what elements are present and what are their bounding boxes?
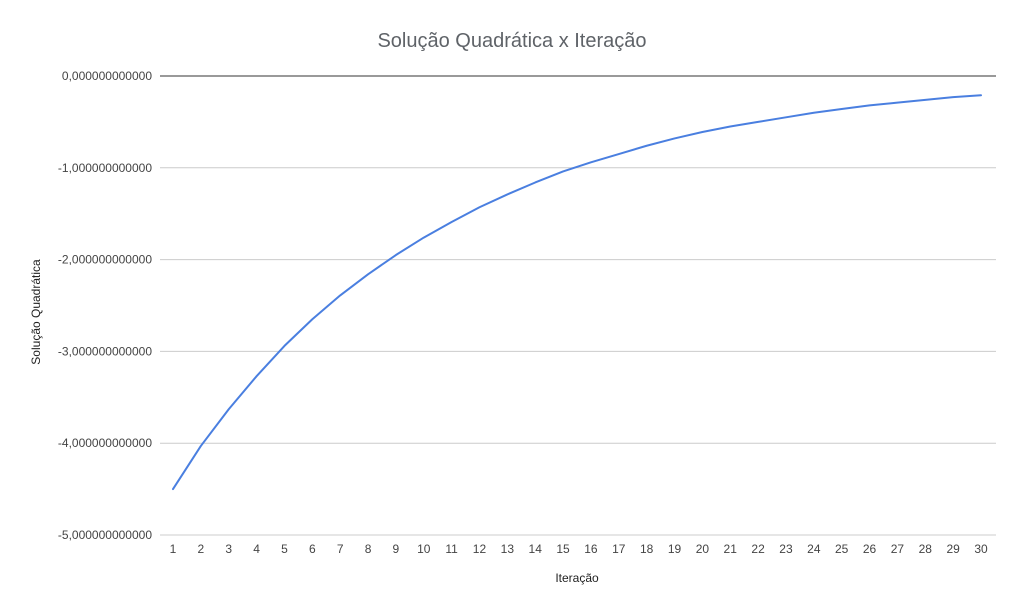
x-tick-label: 28 <box>919 542 933 556</box>
x-tick-label: 2 <box>198 542 205 556</box>
y-tick-label: 0,000000000000 <box>62 69 152 83</box>
x-tick-label: 30 <box>974 542 988 556</box>
x-tick-label: 21 <box>724 542 738 556</box>
x-tick-label: 14 <box>529 542 543 556</box>
y-tick-label: -2,000000000000 <box>58 253 152 267</box>
data-point <box>617 152 621 156</box>
x-tick-label: 16 <box>584 542 598 556</box>
x-tick-label: 23 <box>779 542 793 556</box>
x-tick-label: 10 <box>417 542 431 556</box>
x-tick-label: 6 <box>309 542 316 556</box>
x-tick-labels: 1 2 3 4 5 6 7 8 9 10 11 12 13 14 15 16 17 18 19 20 21 22 23 24 2… <box>170 542 988 556</box>
data-point <box>840 107 844 111</box>
data-point <box>477 205 481 209</box>
x-tick-label: 7 <box>337 542 344 556</box>
x-tick-label: 13 <box>501 542 515 556</box>
x-tick-label: 20 <box>696 542 710 556</box>
data-point <box>812 111 816 115</box>
y-tick-label: -3,000000000000 <box>58 344 152 358</box>
data-point <box>673 136 677 140</box>
x-tick-label: 19 <box>668 542 682 556</box>
y-tick-label: -5,000000000000 <box>58 528 152 542</box>
data-point <box>923 98 927 102</box>
x-tick-label: 12 <box>473 542 487 556</box>
x-tick-label: 15 <box>556 542 570 556</box>
data-point <box>561 169 565 173</box>
y-tick-label: -1,000000000000 <box>58 161 152 175</box>
x-tick-label: 24 <box>807 542 821 556</box>
data-point <box>589 160 593 164</box>
x-tick-label: 22 <box>751 542 765 556</box>
x-tick-label: 25 <box>835 542 849 556</box>
series-line <box>172 94 982 491</box>
data-point <box>310 317 314 321</box>
data-point <box>756 120 760 124</box>
y-tick-labels: 0,000000000000 -1,000000000000 -2,00000000… <box>58 69 152 542</box>
x-tick-label: 11 <box>445 542 458 556</box>
y-axis-title: Solução Quadrática <box>29 259 43 365</box>
data-point <box>255 374 259 378</box>
data-point <box>868 103 872 107</box>
data-point <box>366 272 370 276</box>
data-point <box>895 101 899 105</box>
data-point <box>533 180 537 184</box>
x-tick-label: 1 <box>170 542 177 556</box>
x-tick-label: 17 <box>612 542 626 556</box>
x-tick-label: 4 <box>253 542 260 556</box>
x-tick-label: 26 <box>863 542 877 556</box>
x-tick-label: 29 <box>946 542 960 556</box>
data-point <box>422 236 426 240</box>
x-tick-label: 27 <box>891 542 905 556</box>
data-point <box>951 95 955 99</box>
data-point <box>784 115 788 119</box>
data-point <box>728 124 732 128</box>
x-tick-label: 8 <box>365 542 372 556</box>
data-point <box>171 487 175 491</box>
data-point <box>338 293 342 297</box>
data-point <box>199 444 203 448</box>
data-points <box>171 93 983 491</box>
x-tick-label: 18 <box>640 542 654 556</box>
x-tick-label: 5 <box>281 542 288 556</box>
chart-title: Solução Quadrática x Iteração <box>377 30 646 52</box>
data-point <box>227 407 231 411</box>
x-axis-title: Iteração <box>555 571 599 585</box>
data-point <box>394 253 398 257</box>
x-tick-label: 3 <box>225 542 232 556</box>
gridlines <box>160 75 996 536</box>
y-tick-label: -4,000000000000 <box>58 436 152 450</box>
data-point <box>645 144 649 148</box>
data-point <box>282 344 286 348</box>
data-point <box>450 220 454 224</box>
x-tick-label: 9 <box>393 542 400 556</box>
data-point <box>700 130 704 134</box>
data-point <box>505 192 509 196</box>
data-point <box>979 93 983 97</box>
